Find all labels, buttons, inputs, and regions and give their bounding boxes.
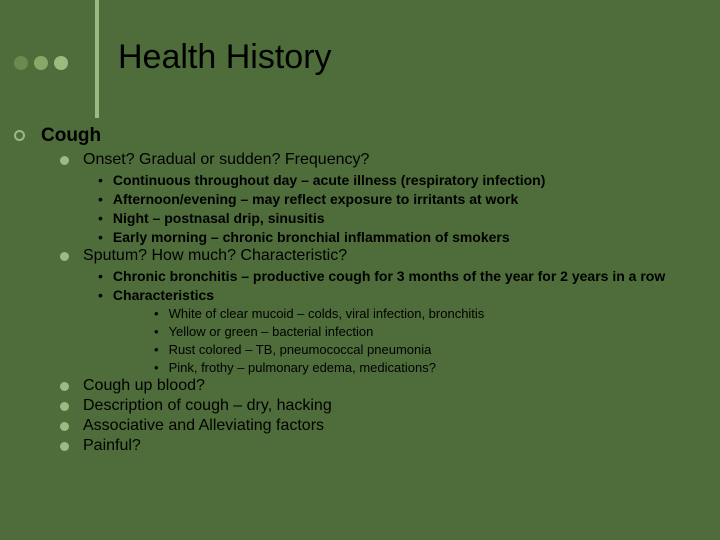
level2-item: Associative and Alleviating factors — [60, 417, 706, 435]
level4-text: Rust colored – TB, pneumococcal pneumoni… — [169, 341, 432, 358]
level1-text: Cough — [41, 125, 101, 147]
level4-item: • Rust colored – TB, pneumococcal pneumo… — [154, 341, 706, 358]
level3-text: Early morning – chronic bronchial inflam… — [113, 228, 510, 246]
level3-item: • Early morning – chronic bronchial infl… — [98, 228, 706, 246]
dot-3 — [54, 56, 68, 70]
level3-text: Afternoon/evening – may reflect exposure… — [113, 190, 518, 208]
dot-bullet: • — [98, 209, 103, 227]
level2-item: Painful? — [60, 437, 706, 455]
dot-bullet: • — [154, 359, 159, 376]
level3-text: Night – postnasal drip, sinusitis — [113, 209, 325, 227]
dot-bullet: • — [154, 323, 159, 340]
page-title: Health History — [118, 38, 332, 77]
level2-text: Sputum? How much? Characteristic? — [83, 247, 347, 265]
decorative-dots — [14, 56, 68, 70]
filled-circle-bullet — [60, 252, 69, 261]
level2-text: Onset? Gradual or sudden? Frequency? — [83, 151, 369, 169]
dot-bullet: • — [154, 341, 159, 358]
level4-text: Yellow or green – bacterial infection — [169, 323, 374, 340]
level4-item: • Yellow or green – bacterial infection — [154, 323, 706, 340]
filled-circle-bullet — [60, 382, 69, 391]
dot-bullet: • — [98, 267, 103, 285]
level4-text: White of clear mucoid – colds, viral inf… — [169, 305, 485, 322]
level2-text: Cough up blood? — [83, 377, 205, 395]
level2-item: Description of cough – dry, hacking — [60, 397, 706, 415]
level3-text: Continuous throughout day – acute illnes… — [113, 171, 545, 189]
level2-text: Painful? — [83, 437, 141, 455]
content-area: Cough Onset? Gradual or sudden? Frequenc… — [14, 125, 706, 457]
level2-item: Cough up blood? — [60, 377, 706, 395]
level3-text: Characteristics — [113, 286, 214, 304]
level3-item: • Chronic bronchitis – productive cough … — [98, 267, 706, 285]
filled-circle-bullet — [60, 156, 69, 165]
dot-bullet: • — [98, 286, 103, 304]
level4-item: • Pink, frothy – pulmonary edema, medica… — [154, 359, 706, 376]
dot-bullet: • — [154, 305, 159, 322]
level3-text: Chronic bronchitis – productive cough fo… — [113, 267, 665, 285]
level3-item: • Continuous throughout day – acute illn… — [98, 171, 706, 189]
dot-bullet: • — [98, 171, 103, 189]
level1-item: Cough — [14, 125, 706, 147]
dot-bullet: • — [98, 190, 103, 208]
level2-item: Sputum? How much? Characteristic? — [60, 247, 706, 265]
header: Health History — [0, 0, 720, 90]
vertical-divider — [95, 0, 99, 118]
dot-1 — [14, 56, 28, 70]
dot-2 — [34, 56, 48, 70]
level3-item: • Afternoon/evening – may reflect exposu… — [98, 190, 706, 208]
filled-circle-bullet — [60, 402, 69, 411]
dot-bullet: • — [98, 228, 103, 246]
level3-item: • Characteristics — [98, 286, 706, 304]
filled-circle-bullet — [60, 442, 69, 451]
level2-item: Onset? Gradual or sudden? Frequency? — [60, 151, 706, 169]
filled-circle-bullet — [60, 422, 69, 431]
hollow-circle-bullet — [14, 130, 25, 141]
level2-text: Description of cough – dry, hacking — [83, 397, 332, 415]
level2-text: Associative and Alleviating factors — [83, 417, 324, 435]
level4-item: • White of clear mucoid – colds, viral i… — [154, 305, 706, 322]
level4-text: Pink, frothy – pulmonary edema, medicati… — [169, 359, 436, 376]
level3-item: • Night – postnasal drip, sinusitis — [98, 209, 706, 227]
